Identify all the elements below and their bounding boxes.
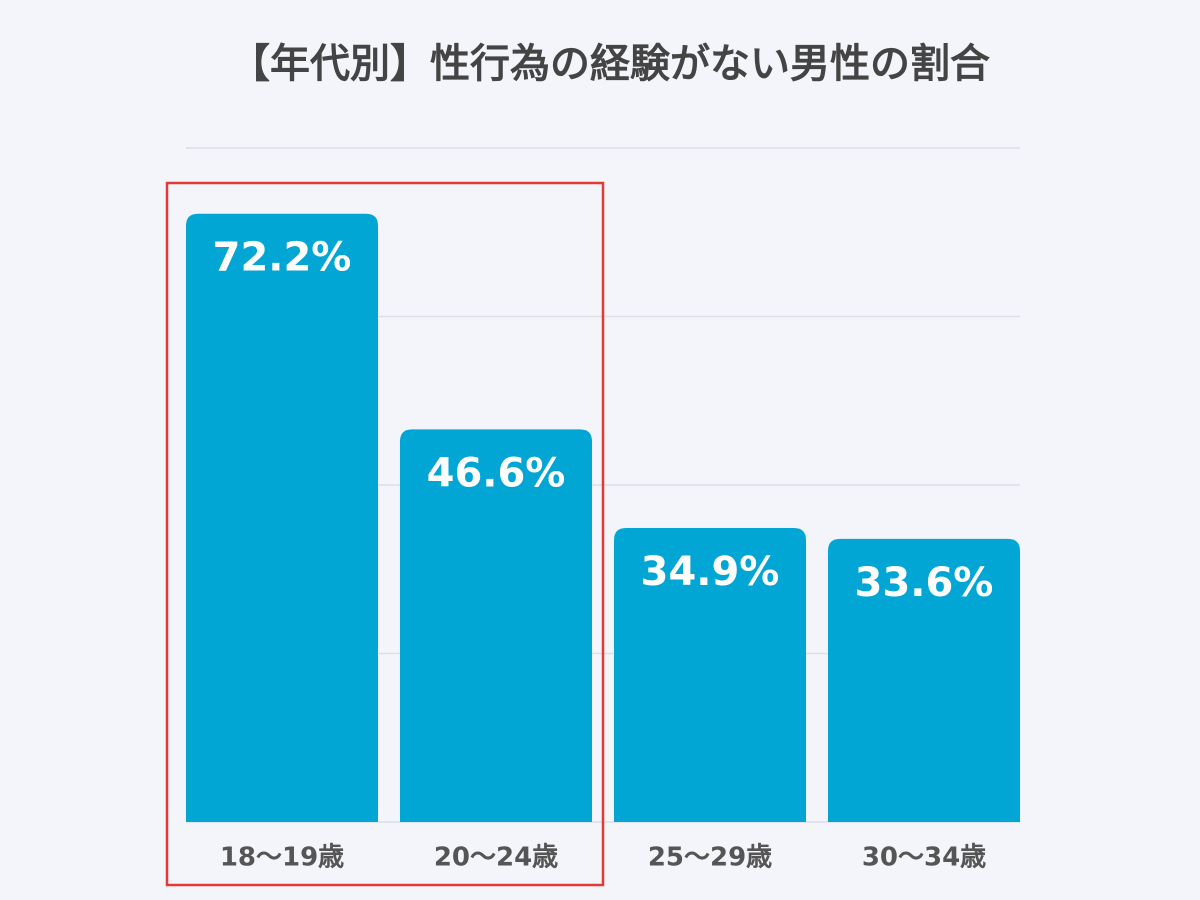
x-tick-label: 20〜24歳 bbox=[434, 843, 558, 873]
value-label: 34.9% bbox=[641, 549, 780, 595]
value-label: 72.2% bbox=[213, 235, 352, 281]
bar bbox=[400, 429, 592, 822]
highlight-box bbox=[165, 181, 605, 887]
value-label: 46.6% bbox=[427, 450, 566, 496]
value-label: 33.6% bbox=[855, 560, 994, 606]
x-tick-label: 18〜19歳 bbox=[220, 843, 344, 873]
x-tick-label: 30〜34歳 bbox=[862, 843, 986, 873]
bar bbox=[828, 538, 1020, 822]
bar bbox=[186, 213, 378, 823]
bar bbox=[614, 527, 806, 822]
plot-area: 72.2% 18〜19歳 46.6% 20〜24歳 34.9% 25〜29歳 33.6% 30… bbox=[186, 147, 1020, 873]
x-tick-label: 25〜29歳 bbox=[648, 843, 772, 873]
chart-title: 【年代別】性行為の経験がない男性の割合 bbox=[230, 41, 990, 87]
